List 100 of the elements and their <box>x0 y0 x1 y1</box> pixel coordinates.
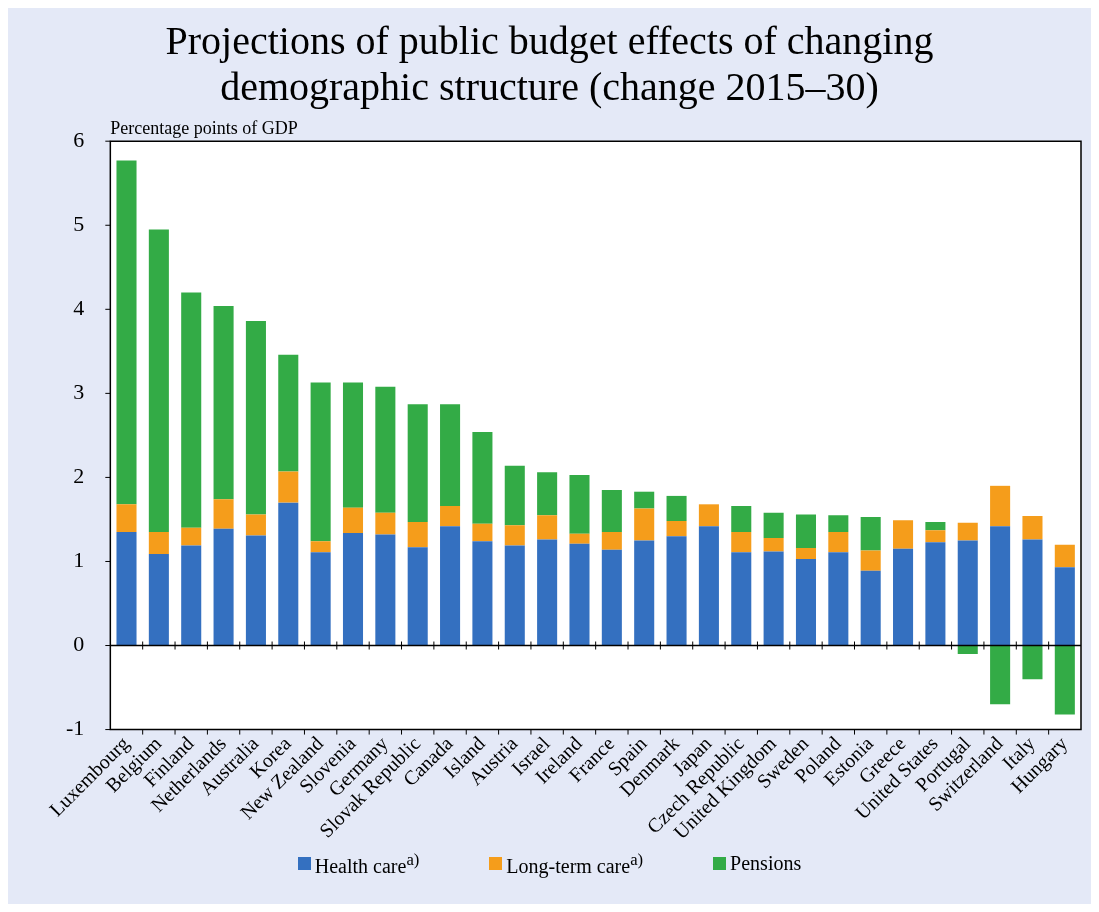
bar <box>828 532 849 553</box>
bar <box>925 530 946 543</box>
bar <box>828 515 849 533</box>
chart-title: Projections of public budget effects of changing demographic structure (change 2015–30) <box>164 17 935 110</box>
bar <box>763 512 784 538</box>
bar <box>601 490 622 533</box>
bar <box>472 541 493 646</box>
y-tick-label: 4 <box>73 295 85 321</box>
bar <box>925 542 946 646</box>
bar <box>763 537 784 552</box>
bar <box>828 552 849 646</box>
bar <box>860 550 881 571</box>
bar <box>1022 645 1043 680</box>
bar <box>472 523 493 542</box>
bar <box>148 553 169 646</box>
bar <box>148 229 169 533</box>
bar <box>375 386 396 513</box>
bar <box>440 404 461 506</box>
bar <box>795 558 817 646</box>
y-tick-label: -1 <box>66 715 85 741</box>
bar <box>537 515 558 540</box>
bar <box>569 543 590 646</box>
bar <box>698 504 719 527</box>
bar <box>1022 539 1043 646</box>
bar <box>537 539 558 646</box>
y-tick-label: 3 <box>73 379 85 405</box>
bar <box>148 532 169 554</box>
y-tick-label: 6 <box>73 126 85 152</box>
bar <box>342 532 364 646</box>
bar <box>666 536 687 646</box>
y-tick-label: 5 <box>73 211 85 237</box>
bar <box>634 491 655 509</box>
bar <box>245 535 266 646</box>
bar <box>666 495 687 522</box>
bar <box>860 516 881 551</box>
bar <box>213 528 234 646</box>
bar <box>440 526 461 646</box>
bar <box>990 645 1011 705</box>
bar <box>957 522 978 541</box>
legend-label: Long-term care$^{a)}$ <box>506 850 644 878</box>
bar <box>1054 544 1075 568</box>
bar <box>990 526 1011 646</box>
bar <box>472 432 493 524</box>
bar <box>181 527 202 546</box>
bar <box>795 514 817 549</box>
y-axis-title: Percentage points of GDP <box>110 117 298 138</box>
bar <box>731 505 752 533</box>
bar <box>245 321 266 515</box>
bar <box>601 549 622 646</box>
bar <box>278 502 299 646</box>
bar <box>666 521 687 537</box>
legend-label: Pensions <box>730 852 802 876</box>
bar <box>181 292 202 528</box>
bar <box>893 520 914 549</box>
bar <box>569 474 590 534</box>
bar <box>634 508 655 541</box>
y-tick-label: 1 <box>73 547 85 573</box>
bar <box>990 485 1011 527</box>
bar <box>181 545 202 646</box>
bar <box>731 532 752 553</box>
bar <box>1022 516 1043 540</box>
bar <box>375 534 396 646</box>
bar <box>634 540 655 646</box>
bar <box>116 504 137 533</box>
bar <box>440 505 461 527</box>
bar <box>278 471 299 503</box>
bar <box>342 382 364 508</box>
bar <box>116 532 137 646</box>
legend-label: Health care$^{a)}$ <box>314 850 420 878</box>
bar <box>569 533 590 544</box>
bar <box>763 551 784 646</box>
bar <box>1054 645 1075 715</box>
bar <box>504 545 525 646</box>
bar <box>213 305 234 500</box>
bar <box>213 499 234 529</box>
bar <box>504 465 525 526</box>
bar <box>1054 567 1075 646</box>
bar <box>795 548 817 559</box>
bar <box>375 512 396 535</box>
bar <box>310 382 331 542</box>
bar <box>537 472 558 516</box>
bar <box>698 526 719 646</box>
bar <box>310 541 331 553</box>
bar <box>731 552 752 646</box>
bar <box>278 354 299 472</box>
y-tick-label: 2 <box>73 463 85 489</box>
bar <box>925 521 946 531</box>
bar <box>116 160 137 505</box>
bar <box>342 507 364 533</box>
y-tick-label: 0 <box>73 631 85 657</box>
bar <box>407 521 428 548</box>
bar <box>860 570 881 646</box>
bar <box>601 532 622 550</box>
bar <box>245 514 266 536</box>
bar <box>407 404 428 522</box>
bar <box>957 540 978 646</box>
bar <box>407 547 428 646</box>
bar <box>893 548 914 646</box>
bar <box>504 525 525 546</box>
bar <box>310 552 331 646</box>
